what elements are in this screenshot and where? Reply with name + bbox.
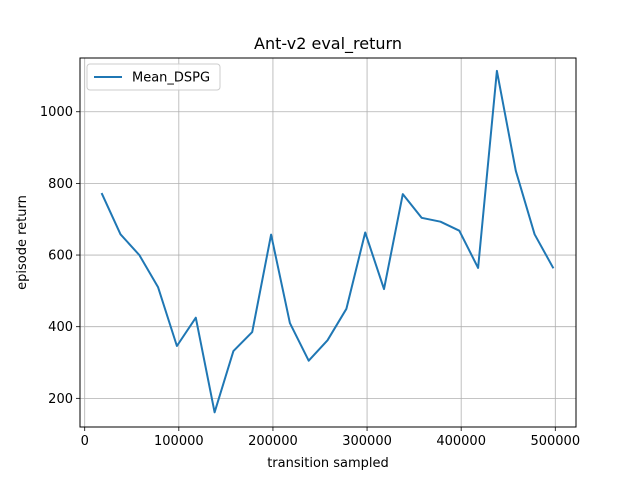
y-tick-label: 600 bbox=[48, 249, 73, 264]
legend-label: Mean_DSPG bbox=[132, 71, 210, 86]
chart-title: Ant-v2 eval_return bbox=[254, 34, 402, 54]
series-layer bbox=[100, 69, 555, 414]
axis-ticks: 0 100000 200000 300000 400000 500000 200 400 600… bbox=[40, 105, 580, 449]
x-tick-label: 200000 bbox=[248, 434, 298, 449]
x-tick-label: 300000 bbox=[342, 434, 392, 449]
legend-box bbox=[86, 63, 221, 91]
series-line-Mean_DSPG bbox=[100, 69, 555, 414]
x-tick-label: 100000 bbox=[154, 434, 204, 449]
y-axis-label: episode return bbox=[15, 195, 30, 290]
x-axis-label: transition sampled bbox=[267, 456, 389, 471]
y-tick-label: 200 bbox=[48, 392, 73, 407]
plot-frame bbox=[79, 57, 577, 428]
y-tick-label: 800 bbox=[48, 177, 73, 192]
y-tick-label: 1000 bbox=[40, 105, 73, 120]
x-tick-label: 400000 bbox=[436, 434, 486, 449]
legend: Mean_DSPG bbox=[86, 63, 221, 91]
x-tick-label: 0 bbox=[81, 434, 89, 449]
y-tick-label: 400 bbox=[48, 320, 73, 335]
x-tick-label: 500000 bbox=[530, 434, 580, 449]
